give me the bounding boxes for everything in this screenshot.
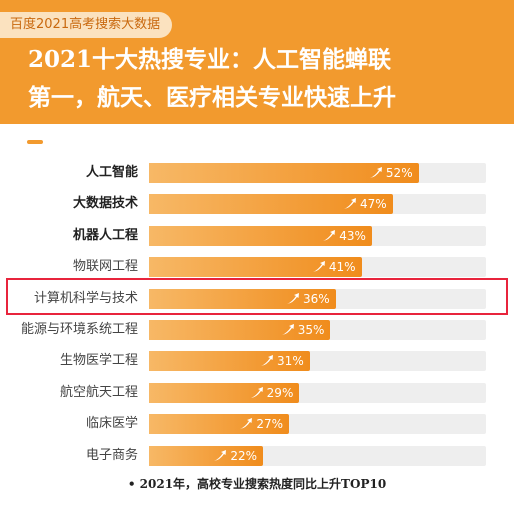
headline-line-2: 第一，航天、医疗相关专业快速上升 xyxy=(28,84,396,111)
bar xyxy=(149,225,372,246)
trend-up-icon xyxy=(369,167,382,178)
value-label: 36% xyxy=(149,289,330,309)
category-label: 临床医学 xyxy=(85,416,138,432)
category-label: 电子商务 xyxy=(85,447,138,463)
bar xyxy=(149,445,264,466)
value-text: 47% xyxy=(360,197,387,212)
trend-up-icon xyxy=(286,292,299,304)
value-text: 41% xyxy=(328,260,356,275)
value-text: 27% xyxy=(256,417,283,432)
bar-row: 人工智能 52% xyxy=(0,162,514,184)
category-label: 能源与环境系统工程 xyxy=(20,322,138,337)
bar-row: 机器人工程 43% xyxy=(0,225,514,247)
headline-line-1: 2021十大热搜专业：人工智能蝉联 xyxy=(28,46,392,73)
bar-row: 电子商务 22% xyxy=(0,445,514,467)
value-text: 35% xyxy=(297,323,325,337)
value-text: 52% xyxy=(385,166,413,180)
trend-up-icon xyxy=(250,386,263,398)
value-label: 43% xyxy=(149,226,366,246)
header-banner: 百度2021高考搜索大数据 2021十大热搜专业：人工智能蝉联 第一，航天、医疗… xyxy=(0,0,514,124)
value-label: 27% xyxy=(149,414,283,434)
value-label: 35% xyxy=(149,320,324,340)
value-label: 22% xyxy=(149,446,257,466)
category-label: 大数据技术 xyxy=(72,196,138,212)
category-label: 机器人工程 xyxy=(72,227,138,243)
value-text: 43% xyxy=(339,228,366,243)
category-label: 物联网工程 xyxy=(72,259,138,275)
trend-up-icon xyxy=(261,355,274,367)
value-label: 47% xyxy=(149,194,387,214)
accent-dash xyxy=(27,140,43,144)
bar-row: 计算机科学与技术 36% xyxy=(0,288,514,310)
category-label: 生物医学工程 xyxy=(59,353,138,369)
trend-up-icon xyxy=(344,198,356,210)
bar xyxy=(149,288,336,309)
bar-row: 临床医学 27% xyxy=(0,413,514,435)
bar xyxy=(149,351,310,372)
value-text: 36% xyxy=(302,291,330,306)
bar-row: 大数据技术 47% xyxy=(0,193,514,215)
value-text: 22% xyxy=(230,448,258,463)
bar xyxy=(149,163,419,183)
trend-up-icon xyxy=(312,261,325,273)
value-text: 29% xyxy=(266,385,294,400)
highlight-box xyxy=(6,278,508,315)
value-text: 31% xyxy=(277,354,304,369)
value-label: 41% xyxy=(149,257,356,277)
trend-up-icon xyxy=(323,229,336,241)
bar-row: 生物医学工程 31% xyxy=(0,350,514,372)
value-label: 29% xyxy=(149,383,293,403)
trend-up-icon xyxy=(240,418,253,430)
value-label: 31% xyxy=(149,351,304,371)
trend-up-icon xyxy=(281,324,294,335)
bar-row: 能源与环境系统工程 35% xyxy=(0,319,514,341)
category-label: 航空航天工程 xyxy=(59,384,138,400)
trend-up-icon xyxy=(214,449,227,461)
bar-row: 物联网工程 41% xyxy=(0,256,514,278)
bar xyxy=(149,257,362,278)
footnote: • 2021年，高校专业搜索热度同比上升TOP10 xyxy=(127,477,387,491)
bar xyxy=(149,414,289,435)
bar-row: 航空航天工程 29% xyxy=(0,382,514,404)
bar xyxy=(149,194,393,215)
category-label: 人工智能 xyxy=(85,165,138,180)
value-label: 52% xyxy=(149,163,413,183)
source-tag: 百度2021高考搜索大数据 xyxy=(0,12,173,38)
bar xyxy=(149,320,331,340)
category-label: 计算机科学与技术 xyxy=(33,290,138,306)
